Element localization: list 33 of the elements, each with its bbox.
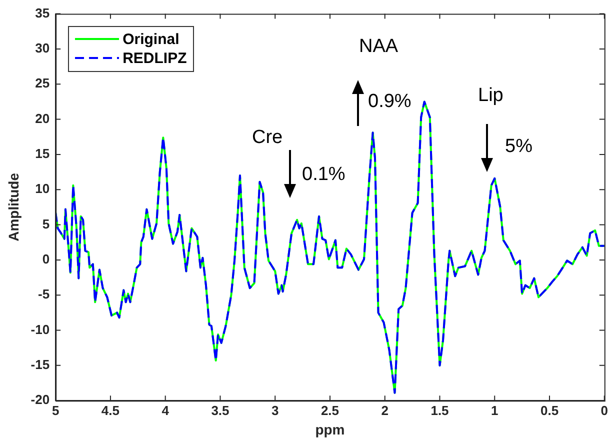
- legend-label: Original: [122, 30, 180, 48]
- annotation: Lip: [478, 85, 504, 106]
- annotation: NAA: [359, 36, 398, 57]
- y-tick-label: 0: [42, 252, 50, 267]
- x-tick-label: 3.5: [211, 402, 230, 418]
- y-tick-label: 25: [35, 76, 50, 91]
- x-tick-label: 3: [271, 402, 279, 418]
- y-tick-label: 20: [35, 110, 50, 126]
- x-tick-label: 0.5: [540, 402, 559, 418]
- x-tick-label: 4: [162, 402, 170, 418]
- legend-label: REDLIPZ: [122, 50, 187, 67]
- y-tick-label: -20: [30, 392, 50, 408]
- y-tick-label: 35: [35, 5, 50, 20]
- x-tick-label: 2.5: [320, 402, 340, 418]
- y-axis-title: Amplitude: [5, 172, 22, 242]
- x-axis-title: ppm: [315, 421, 345, 438]
- x-tick-label: 5: [52, 402, 60, 418]
- y-tick-label: -5: [38, 286, 50, 302]
- annotation: 5%: [505, 136, 532, 157]
- y-tick-label: 5: [42, 216, 50, 232]
- x-tick-label: 2: [381, 402, 388, 418]
- y-tick-label: -10: [30, 322, 50, 337]
- x-tick-label: 0: [600, 402, 608, 418]
- x-tick-label: 1.5: [430, 402, 449, 418]
- annotation: 0.9%: [368, 91, 412, 112]
- y-tick-label: 30: [35, 40, 50, 56]
- annotation: Cre: [252, 127, 283, 148]
- x-tick-label: 4.5: [101, 402, 120, 418]
- y-tick-label: 10: [35, 181, 50, 196]
- x-tick-label: 1: [491, 402, 498, 418]
- y-tick-label: 15: [35, 146, 50, 162]
- annotation: 0.1%: [302, 164, 346, 185]
- y-tick-label: -15: [30, 357, 50, 372]
